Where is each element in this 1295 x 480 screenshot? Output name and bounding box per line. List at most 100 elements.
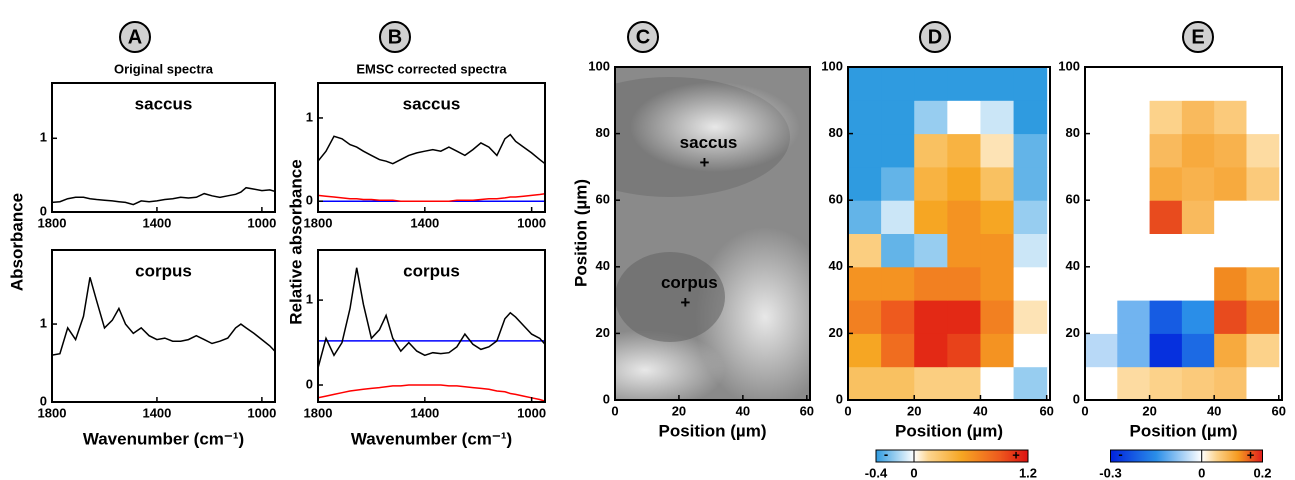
heat-cell (980, 100, 1015, 135)
marker-cross: + (680, 293, 690, 312)
heat-cell (1181, 100, 1215, 135)
heat-cell (914, 300, 948, 334)
heat-cell (1013, 100, 1048, 135)
panel: 1800 1400 1000 0 1 corpus Wavenumber (cm⁻¹) (304, 249, 546, 448)
heat-cell (1246, 366, 1280, 400)
colorbar-tick-label: 0.2 (1253, 465, 1271, 480)
y-tick-label: 80 (829, 125, 843, 140)
heat-cell (1149, 200, 1183, 234)
micrograph-swirl (695, 227, 810, 400)
heat-cell (881, 266, 915, 301)
heat-cell (848, 133, 882, 168)
heat-cell (1181, 166, 1215, 201)
x-tick-label: 40 (973, 403, 987, 418)
heat-cell (1214, 233, 1247, 268)
x-tick-label: 0 (844, 403, 851, 418)
heat-cell (1214, 266, 1247, 301)
heat-cell (1214, 333, 1247, 368)
spectrum-annotation: corpus (135, 261, 192, 280)
heat-cell (1013, 67, 1048, 101)
y-tick-label: 0 (40, 393, 47, 408)
heat-cell (881, 100, 915, 135)
heat-cell (947, 166, 981, 201)
heat-cell (881, 333, 915, 368)
x-tick-label: 1000 (247, 405, 276, 420)
heat-cell (1013, 333, 1048, 368)
heat-cell (1117, 333, 1151, 368)
micrograph-dark (615, 252, 725, 342)
heat-cell (1117, 67, 1151, 101)
y-tick-label: 100 (588, 58, 610, 73)
heat-cell (947, 333, 981, 368)
x-tick-label: 1800 (304, 405, 333, 420)
plot-area (52, 277, 275, 356)
panel: -0.4 0 1.2 - +0 20 40 60 0 20 40 60 80 100 D Position (… (821, 21, 1054, 480)
spectrum-line (52, 186, 275, 206)
heat-cell (848, 333, 882, 368)
heat-cell (1246, 200, 1280, 234)
heat-cell (980, 366, 1015, 400)
heat-cell (1246, 233, 1280, 268)
heat-cell (1013, 133, 1048, 168)
plot-frame (614, 66, 811, 401)
heat-cell (1246, 67, 1280, 101)
x-tick-label: 1800 (304, 215, 333, 230)
heat-cell (914, 166, 948, 201)
plot-frame (847, 66, 1051, 401)
spectrum-annotation: saccus (135, 94, 193, 113)
heat-cell (1149, 100, 1183, 135)
y-tick-label: 40 (596, 258, 610, 273)
heat-cell (1214, 67, 1247, 101)
heat-cell (848, 233, 882, 268)
heat-cell (1117, 366, 1151, 400)
heat-cell (1181, 233, 1215, 268)
heat-cell (980, 133, 1015, 168)
heat-cell (1214, 200, 1247, 234)
heat-cell (881, 233, 915, 268)
y-tick-label: 100 (1058, 58, 1080, 73)
micrograph-swirl (615, 330, 725, 400)
heat-cell (980, 67, 1015, 101)
x-axis-label: Wavenumber (cm⁻¹) (351, 429, 512, 448)
y-tick-label: 1 (306, 109, 313, 124)
heat-cell (947, 133, 981, 168)
panel: 1800 1400 1000 0 1 corpus Wavenumber (cm⁻¹) (38, 249, 276, 448)
plot-area (615, 67, 810, 400)
heat-cell (881, 133, 915, 168)
panel: -0.3 0 0.2 - +0 20 40 60 0 20 40 60 80 100 E Position (… (1058, 21, 1286, 480)
plot-frame (1084, 66, 1283, 401)
heat-cell (914, 366, 948, 400)
y-tick-label: 20 (829, 325, 843, 340)
spectrum-line (318, 133, 545, 165)
heat-cell (1117, 100, 1151, 135)
heat-cell (848, 67, 882, 101)
y-tick-label: 0 (603, 391, 610, 406)
x-tick-label: 20 (1142, 403, 1156, 418)
panel-letter: B (388, 26, 402, 48)
colorbar-tick-label: 1.2 (1019, 465, 1037, 480)
plot-frame (317, 82, 546, 213)
marker-label: saccus (680, 133, 738, 152)
x-tick-label: 20 (907, 403, 921, 418)
spectrum-line (318, 267, 545, 369)
plot-area (318, 133, 545, 202)
heat-cell (1181, 266, 1215, 301)
heat-cell (1214, 300, 1247, 334)
y-tick-label: 80 (596, 125, 610, 140)
heat-cell (947, 200, 981, 234)
heat-cell (980, 266, 1015, 301)
heat-cell (881, 166, 915, 201)
plot-frame (51, 249, 276, 403)
heat-cell (1246, 166, 1280, 201)
heat-cell (980, 233, 1015, 268)
colorbar-tick-label: -0.4 (865, 465, 888, 480)
colorbar-sign: - (1118, 446, 1122, 461)
panel-letter: C (636, 26, 650, 48)
colorbar-tick-label: -0.3 (1099, 465, 1121, 480)
heat-cell (1149, 133, 1183, 168)
heat-cell (1085, 266, 1118, 301)
heat-cell (1117, 266, 1151, 301)
x-tick-label: 1800 (38, 215, 67, 230)
panel-badge (627, 21, 659, 53)
heat-cell (1214, 100, 1247, 135)
